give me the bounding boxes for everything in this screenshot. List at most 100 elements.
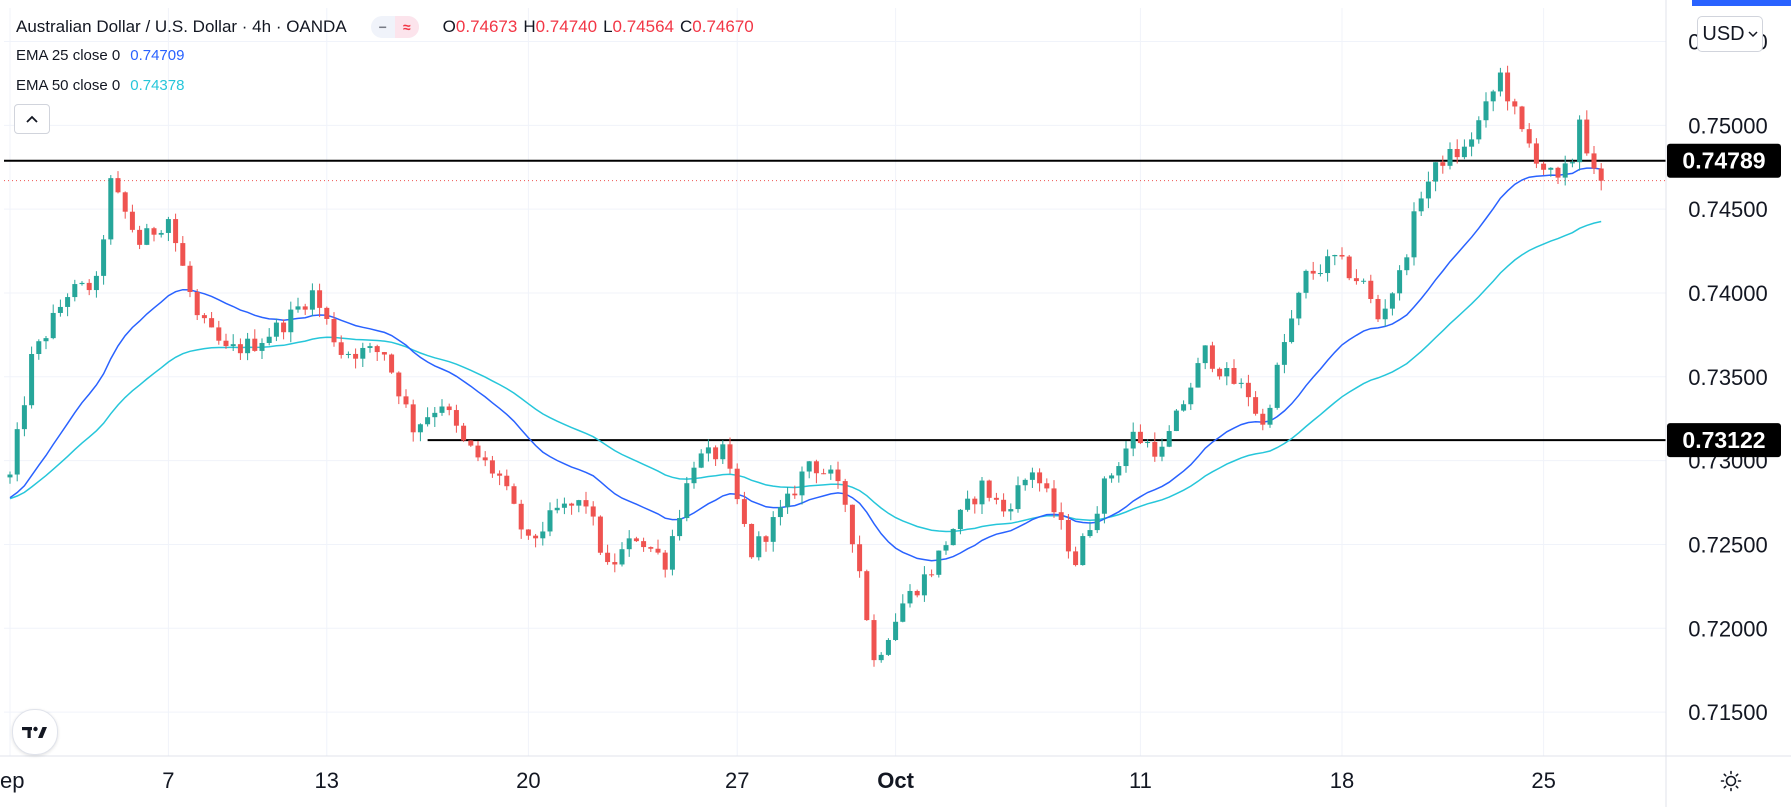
candle-down [662, 552, 668, 570]
candle-up [698, 453, 704, 468]
candle-up [57, 306, 63, 313]
candle-down [741, 499, 747, 524]
level-price-badge [1667, 423, 1781, 458]
candle-up [554, 507, 560, 511]
candle-up [828, 469, 834, 474]
tradingview-logo[interactable] [12, 709, 58, 755]
candle-up [720, 444, 726, 460]
candle-up [1267, 407, 1273, 425]
candle-up [259, 342, 265, 351]
candle-down [813, 461, 819, 474]
candle-down [914, 590, 920, 596]
candle-down [1231, 368, 1237, 384]
candle-down [849, 504, 855, 545]
ema25-legend[interactable]: EMA 25 close 0 0.74709 [16, 47, 184, 64]
chevron-down-icon [1748, 31, 1758, 38]
candle-up [165, 219, 171, 233]
candle-down [525, 529, 531, 536]
candle-down [597, 516, 603, 553]
candle-down [857, 544, 863, 572]
candle-down [1001, 499, 1007, 512]
candle-down [122, 192, 128, 212]
ohlc-low: L0.74564 [603, 17, 674, 36]
candle-down [1555, 167, 1561, 178]
candle-down [338, 342, 344, 355]
wave-icon[interactable]: ≈ [394, 16, 419, 38]
candle-down [1245, 382, 1251, 398]
price-tick-label: 0.74500 [1688, 197, 1768, 222]
candle-up [1389, 293, 1395, 309]
candle-up [266, 336, 272, 343]
ema50-label: EMA 50 close 0 [16, 77, 121, 94]
candle-down [1260, 413, 1266, 425]
candle-up [1015, 485, 1021, 510]
ema50-legend[interactable]: EMA 50 close 0 0.74378 [16, 77, 184, 94]
candle-up [1548, 167, 1554, 170]
candle-down [1368, 280, 1374, 299]
candle-up [1476, 120, 1482, 140]
candle-up [1490, 91, 1496, 102]
candle-up [1094, 513, 1100, 531]
candle-down [497, 473, 503, 476]
ohlc-close: C0.74670 [680, 17, 754, 36]
collapse-legend-button[interactable] [14, 104, 50, 134]
minus-icon[interactable]: − [378, 19, 387, 35]
candle-down [1375, 298, 1381, 320]
candle-up [1087, 530, 1093, 537]
symbol-title[interactable]: Australian Dollar / U.S. Dollar · 4h · O… [16, 17, 347, 36]
candle-down [1217, 368, 1223, 377]
candle-up [957, 509, 963, 530]
candle-down [482, 457, 488, 461]
candle-up [1195, 363, 1201, 388]
chart-settings-button[interactable] [1716, 766, 1746, 796]
candle-down [1253, 397, 1259, 414]
candle-down [237, 344, 243, 354]
axis-labels: 0.715000.720000.725000.730000.735000.740… [0, 30, 1781, 793]
candle-up [439, 406, 445, 413]
candle-up [36, 341, 42, 355]
candle-down [1065, 519, 1071, 552]
candle-down [1541, 163, 1547, 170]
time-tick-label: 20 [516, 768, 540, 793]
candle-down [821, 473, 827, 475]
candle-up [900, 603, 906, 622]
candle-down [1454, 149, 1460, 158]
candle-down [331, 318, 337, 343]
legend-controls[interactable]: − ≈ [370, 16, 419, 38]
candle-up [979, 480, 985, 505]
candle-down [929, 574, 935, 576]
candle-down [180, 243, 186, 266]
candle-up [29, 354, 35, 406]
candle-up [1382, 308, 1388, 320]
candle-up [432, 412, 438, 418]
candle-down [194, 291, 200, 316]
candle-up [1461, 146, 1467, 158]
candle-up [1497, 72, 1503, 92]
candle-up [540, 531, 546, 539]
candle-up [50, 312, 56, 339]
candle-up [1145, 442, 1151, 444]
candle-down [727, 444, 733, 469]
time-tick-label: 11 [1129, 768, 1152, 793]
chevron-up-icon [26, 115, 38, 123]
ema50-line [9, 220, 1602, 533]
candle-up [1101, 478, 1107, 514]
candle-down [1440, 162, 1446, 166]
candle-down [461, 425, 467, 441]
candle-down [115, 178, 121, 193]
level-price-label: 0.73122 [1682, 427, 1765, 453]
candle-up [417, 424, 423, 433]
candle-down [446, 406, 452, 411]
currency-selector[interactable]: USD [1697, 16, 1763, 52]
candle-up [7, 474, 13, 478]
candle-down [129, 211, 135, 230]
candle-up [425, 417, 431, 425]
candle-up [288, 309, 294, 333]
candle-up [677, 518, 683, 537]
candle-down [518, 503, 524, 530]
candle-down [1044, 483, 1050, 489]
candle-down [86, 282, 92, 291]
candle-up [799, 471, 805, 496]
